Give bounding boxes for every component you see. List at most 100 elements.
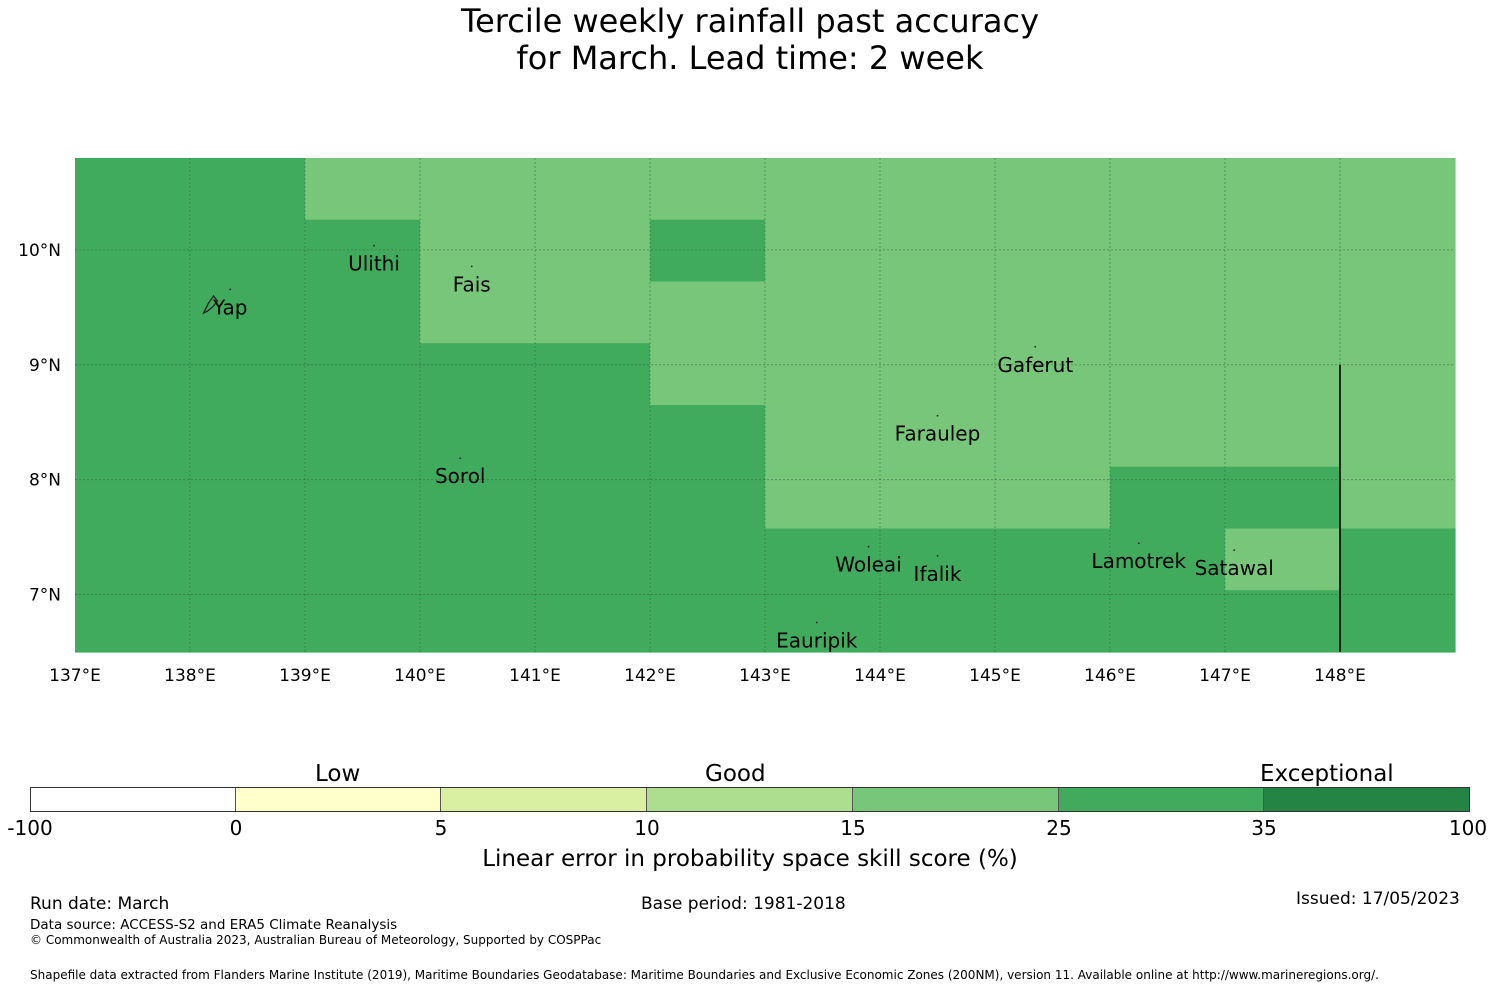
data-source: Data source: ACCESS-S2 and ERA5 Climate …	[30, 917, 398, 933]
place-label: Satawal	[1195, 556, 1274, 580]
skill-cell	[1340, 590, 1456, 653]
skill-cell	[190, 281, 306, 344]
skill-cell	[190, 528, 306, 591]
skill-cell	[535, 590, 651, 653]
skill-cell	[880, 466, 996, 530]
skill-cell	[1340, 466, 1456, 530]
colorbar-segment-10-15	[647, 788, 853, 811]
place-label: Lamotrek	[1091, 549, 1186, 573]
skill-cell	[1110, 281, 1226, 344]
place-label: Faraulep	[895, 422, 981, 446]
skill-cell	[880, 158, 996, 221]
skill-cell	[765, 466, 881, 530]
skill-cell	[765, 219, 881, 283]
skill-cell	[880, 281, 996, 344]
skill-cell	[1340, 405, 1456, 468]
longitude-tick-label: 147°E	[1199, 666, 1251, 686]
skill-cell	[420, 466, 536, 530]
colorbar-segment-35-100	[1264, 788, 1470, 811]
place-label: Gaferut	[997, 353, 1073, 377]
skill-cell	[1340, 343, 1456, 406]
skill-cell	[1225, 528, 1341, 591]
skill-cell	[1110, 405, 1226, 468]
latitude-tick-label: 8°N	[29, 471, 61, 491]
skill-map: 137°E 138°E 139°E 140°E 141°E 142°E 143°E 144°E…	[18, 158, 1456, 686]
skill-cell	[765, 158, 881, 221]
skill-cell	[305, 405, 421, 468]
skill-cell	[305, 219, 421, 283]
latitude-tick-label: 7°N	[29, 586, 61, 606]
skill-cell	[190, 405, 306, 468]
skill-cell	[1225, 219, 1341, 283]
island-marker	[1137, 542, 1140, 545]
skill-cell	[995, 405, 1111, 468]
skill-cell	[190, 466, 306, 530]
longitude-tick-label: 141°E	[509, 666, 561, 686]
island-marker	[1034, 345, 1037, 348]
skill-cell	[650, 281, 766, 344]
skill-cell	[1225, 466, 1341, 530]
skill-cell	[420, 405, 536, 468]
skill-cell	[995, 590, 1111, 653]
island-marker	[936, 554, 939, 557]
skill-cell	[305, 343, 421, 406]
colorbar-category-low: Low	[315, 761, 361, 787]
skill-cell	[650, 343, 766, 406]
copyright-notice: © Commonwealth of Australia 2023, Austra…	[30, 933, 602, 947]
skill-cell	[535, 158, 651, 221]
skill-cell	[1340, 281, 1456, 344]
skill-cell	[650, 405, 766, 468]
skill-cell	[650, 528, 766, 591]
skill-cell	[75, 219, 191, 283]
longitude-tick-label: 148°E	[1314, 666, 1366, 686]
longitude-tick-label: 146°E	[1084, 666, 1136, 686]
skill-cell	[75, 281, 191, 344]
skill-cell	[1110, 466, 1226, 530]
skill-cell	[650, 590, 766, 653]
skill-cell	[765, 405, 881, 468]
longitude-tick-label: 137°E	[49, 666, 101, 686]
colorbar-tick: 25	[1046, 816, 1072, 840]
skill-cell	[535, 405, 651, 468]
skill-cell	[1225, 343, 1341, 406]
place-label: Yap	[212, 295, 247, 319]
skill-cell	[765, 281, 881, 344]
place-label: Fais	[453, 272, 491, 296]
skill-cell	[190, 590, 306, 653]
skill-cell	[765, 343, 881, 406]
skill-cell	[535, 466, 651, 530]
skill-cell	[420, 158, 536, 221]
skill-cell	[880, 219, 996, 283]
island-marker	[470, 265, 473, 268]
skill-cell	[650, 158, 766, 221]
skill-cell	[305, 466, 421, 530]
skill-cell	[880, 590, 996, 653]
skill-cell	[880, 528, 996, 591]
skill-cell	[75, 528, 191, 591]
colorbar-tick: -100	[7, 816, 53, 840]
colorbar-tick: 10	[634, 816, 660, 840]
colorbar-tick: 100	[1448, 816, 1488, 840]
skill-cell	[305, 528, 421, 591]
skill-cell	[1340, 528, 1456, 591]
skill-cell	[420, 219, 536, 283]
island-marker	[459, 457, 462, 460]
base-period: Base period: 1981-2018	[641, 894, 846, 914]
map-title-line1: Tercile weekly rainfall past accuracy	[460, 2, 1039, 40]
place-label: Ifalik	[914, 562, 962, 586]
skill-cell	[995, 281, 1111, 344]
colorbar-category-good: Good	[705, 761, 766, 787]
colorbar-segment-15-25	[853, 788, 1059, 811]
skill-cell	[75, 590, 191, 653]
skill-cell	[190, 343, 306, 406]
colorbar-segment-0-5	[236, 788, 441, 811]
skill-cell	[1340, 158, 1456, 221]
colorbar-tick: 35	[1251, 816, 1277, 840]
skill-cell	[880, 343, 996, 406]
longitude-tick-label: 138°E	[164, 666, 216, 686]
skill-cell	[75, 158, 191, 221]
yap-island-outline	[202, 294, 219, 315]
longitude-tick-label: 139°E	[279, 666, 331, 686]
skill-cell	[1110, 590, 1226, 653]
island-marker	[815, 621, 818, 624]
